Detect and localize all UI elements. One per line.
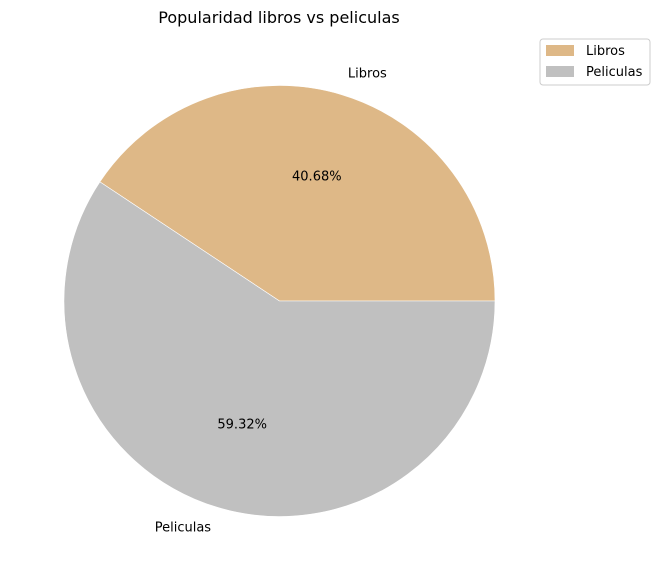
percent-label-peliculas: 59.32% (217, 417, 267, 432)
pie-slices (63, 85, 496, 517)
percent-label-libros: 40.68% (292, 170, 342, 185)
legend-swatch-libros (546, 45, 574, 56)
slice-label-libros: Libros (348, 67, 387, 82)
chart-title: Popularidad libros vs peliculas (158, 8, 399, 27)
legend-label-peliculas: Peliculas (586, 65, 643, 80)
pie-slice-peliculas (63, 181, 496, 517)
legend-label-libros: Libros (586, 44, 625, 59)
legend-swatch-peliculas (546, 66, 574, 77)
slice-label-peliculas: Peliculas (155, 520, 212, 535)
pie-labels: Libros 40.68% Peliculas 59.32% (155, 67, 387, 536)
legend: Libros Peliculas (539, 38, 651, 86)
